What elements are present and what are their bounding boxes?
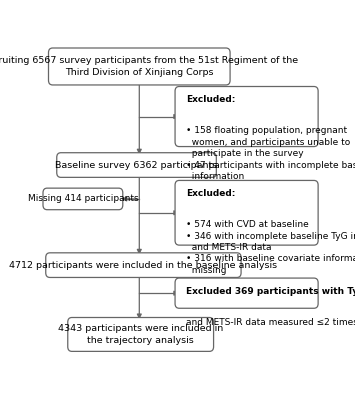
FancyBboxPatch shape bbox=[175, 278, 318, 308]
Text: Excluded 369 participants with TyG index: Excluded 369 participants with TyG index bbox=[186, 287, 355, 296]
Text: and METS-IR data measured ≤2 times: and METS-IR data measured ≤2 times bbox=[186, 318, 355, 327]
Text: Recruiting 6567 survey participants from the 51st Regiment of the
Third Division: Recruiting 6567 survey participants from… bbox=[0, 56, 298, 77]
FancyBboxPatch shape bbox=[175, 180, 318, 245]
Text: Excluded:: Excluded: bbox=[186, 189, 235, 198]
Text: Excluded:: Excluded: bbox=[186, 95, 235, 104]
FancyBboxPatch shape bbox=[49, 48, 230, 85]
FancyBboxPatch shape bbox=[68, 318, 214, 351]
Text: 4343 participants were included in
the trajectory analysis: 4343 participants were included in the t… bbox=[58, 324, 223, 345]
Text: • 158 floating population, pregnant
  women, and participants unable to
  partic: • 158 floating population, pregnant wome… bbox=[186, 126, 355, 181]
Text: • 574 with CVD at baseline
• 346 with incomplete baseline TyG index
  and METS-I: • 574 with CVD at baseline • 346 with in… bbox=[186, 220, 355, 275]
FancyBboxPatch shape bbox=[175, 86, 318, 146]
FancyBboxPatch shape bbox=[57, 153, 216, 177]
Text: Baseline survey 6362 participants: Baseline survey 6362 participants bbox=[55, 160, 218, 170]
FancyBboxPatch shape bbox=[46, 253, 241, 278]
FancyBboxPatch shape bbox=[43, 188, 123, 210]
Text: Missing 414 participants: Missing 414 participants bbox=[28, 194, 138, 204]
Text: 4712 participants were included in the baseline analysis: 4712 participants were included in the b… bbox=[9, 261, 278, 270]
